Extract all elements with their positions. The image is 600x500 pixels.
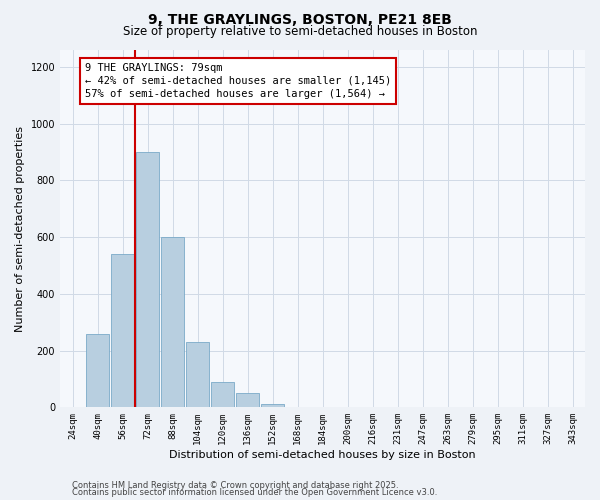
Y-axis label: Number of semi-detached properties: Number of semi-detached properties [15, 126, 25, 332]
X-axis label: Distribution of semi-detached houses by size in Boston: Distribution of semi-detached houses by … [169, 450, 476, 460]
Text: Size of property relative to semi-detached houses in Boston: Size of property relative to semi-detach… [123, 25, 477, 38]
Bar [186, 342, 209, 407]
Bar [261, 404, 284, 407]
Text: 9 THE GRAYLINGS: 79sqm
← 42% of semi-detached houses are smaller (1,145)
57% of : 9 THE GRAYLINGS: 79sqm ← 42% of semi-det… [85, 63, 391, 99]
Text: Contains HM Land Registry data © Crown copyright and database right 2025.: Contains HM Land Registry data © Crown c… [72, 480, 398, 490]
Bar [61, 407, 84, 408]
Bar [211, 382, 234, 407]
Bar [86, 334, 109, 407]
Bar [236, 393, 259, 407]
Bar [161, 237, 184, 408]
Text: 9, THE GRAYLINGS, BOSTON, PE21 8EB: 9, THE GRAYLINGS, BOSTON, PE21 8EB [148, 12, 452, 26]
Bar [111, 254, 134, 408]
Text: Contains public sector information licensed under the Open Government Licence v3: Contains public sector information licen… [72, 488, 437, 497]
Bar [136, 152, 159, 407]
